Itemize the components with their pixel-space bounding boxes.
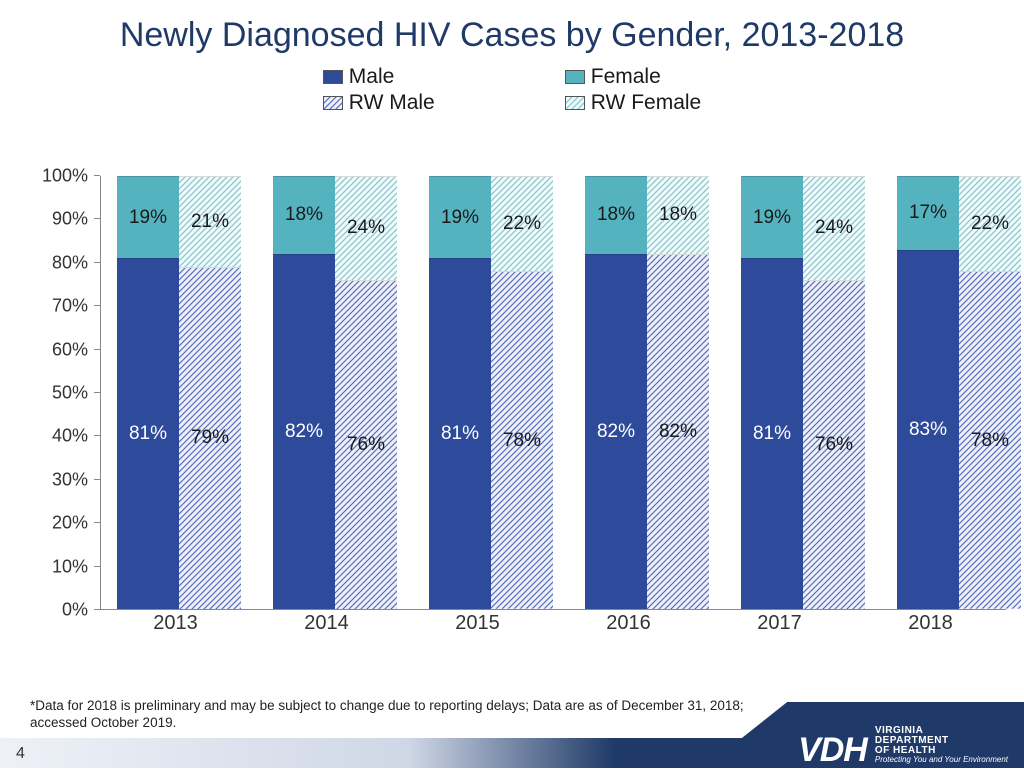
y-tick-label: 30% [40, 469, 88, 490]
legend-label: RW Female [591, 91, 701, 115]
male-segment: 82% [273, 254, 335, 609]
rw_female-segment: 18% [647, 176, 709, 254]
rw_female-segment: 24% [803, 176, 865, 280]
y-tick-label: 40% [40, 426, 88, 447]
bar-group: 81%19%79%21% [101, 176, 257, 609]
y-tick-label: 20% [40, 513, 88, 534]
rw_male-segment: 78% [491, 271, 553, 609]
female-swatch [565, 70, 585, 84]
x-tick-label: 2013 [100, 610, 251, 636]
primary-bar: 83%17% [897, 176, 959, 609]
y-tick-label: 50% [40, 383, 88, 404]
male-segment: 81% [429, 258, 491, 609]
rw_male-segment: 79% [179, 267, 241, 609]
rw-bar: 76%24% [335, 176, 397, 609]
chart-title: Newly Diagnosed HIV Cases by Gender, 201… [0, 0, 1024, 61]
rw_female-segment: 24% [335, 176, 397, 280]
y-tick-label: 90% [40, 209, 88, 230]
vdh-acronym: VDH [798, 737, 867, 764]
male-segment: 83% [897, 250, 959, 609]
female-segment: 17% [897, 176, 959, 250]
primary-bar: 81%19% [741, 176, 803, 609]
x-tick-label: 2016 [553, 610, 704, 636]
rw-female-swatch [565, 96, 585, 110]
rw-bar: 76%24% [803, 176, 865, 609]
primary-bar: 82%18% [273, 176, 335, 609]
rw_female-segment: 22% [491, 176, 553, 271]
male-segment: 81% [741, 258, 803, 609]
rw_female-segment: 21% [179, 176, 241, 267]
rw_male-segment: 78% [959, 271, 1021, 609]
rw_male-segment: 82% [647, 254, 709, 609]
primary-bar: 82%18% [585, 176, 647, 609]
female-segment: 19% [741, 176, 803, 258]
legend-label: RW Male [349, 91, 435, 115]
legend-label: Male [349, 65, 395, 89]
y-axis: 0%10%20%30%40%50%60%70%80%90%100% [40, 176, 94, 610]
y-tick-label: 70% [40, 296, 88, 317]
rw-bar: 79%21% [179, 176, 241, 609]
bar-group: 82%18%76%24% [257, 176, 413, 609]
x-axis: 201320142015201620172018 [100, 610, 1006, 636]
chart-area: 0%10%20%30%40%50%60%70%80%90%100% 81%19%… [40, 176, 1006, 636]
y-tick-label: 60% [40, 339, 88, 360]
legend-item-rw-female: RW Female [565, 91, 701, 115]
vdh-tagline: Protecting You and Your Environment [875, 756, 1008, 764]
x-tick-label: 2018 [855, 610, 1006, 636]
rw-bar: 78%22% [959, 176, 1021, 609]
female-segment: 18% [585, 176, 647, 254]
bar-group: 81%19%78%22% [413, 176, 569, 609]
rw_male-segment: 76% [803, 280, 865, 609]
y-tick-label: 0% [40, 600, 88, 621]
legend-item-female: Female [565, 65, 701, 89]
x-tick-label: 2017 [704, 610, 855, 636]
male-segment: 81% [117, 258, 179, 609]
bar-group: 82%18%82%18% [569, 176, 725, 609]
legend: Male Female RW Male RW Female [0, 65, 1024, 115]
y-tick-label: 80% [40, 252, 88, 273]
vdh-text: VIRGINIA DEPARTMENT OF HEALTH Protecting… [875, 726, 1008, 764]
rw_male-segment: 76% [335, 280, 397, 609]
x-tick-label: 2014 [251, 610, 402, 636]
rw-male-swatch [323, 96, 343, 110]
primary-bar: 81%19% [117, 176, 179, 609]
vdh-logo: VDH VIRGINIA DEPARTMENT OF HEALTH Protec… [798, 726, 1008, 764]
rw-bar: 78%22% [491, 176, 553, 609]
x-tick-label: 2015 [402, 610, 553, 636]
male-swatch [323, 70, 343, 84]
female-segment: 19% [117, 176, 179, 258]
female-segment: 18% [273, 176, 335, 254]
legend-item-male: Male [323, 65, 435, 89]
male-segment: 82% [585, 254, 647, 609]
page-number: 4 [16, 745, 25, 763]
bar-group: 81%19%76%24% [725, 176, 881, 609]
bar-groups: 81%19%79%21%82%18%76%24%81%19%78%22%82%1… [101, 176, 1006, 609]
legend-label: Female [591, 65, 661, 89]
footnote-text: *Data for 2018 is preliminary and may be… [30, 698, 750, 732]
female-segment: 19% [429, 176, 491, 258]
plot-area: 81%19%79%21%82%18%76%24%81%19%78%22%82%1… [100, 176, 1006, 610]
y-tick-label: 10% [40, 556, 88, 577]
y-tick-label: 100% [40, 166, 88, 187]
rw-bar: 82%18% [647, 176, 709, 609]
legend-item-rw-male: RW Male [323, 91, 435, 115]
rw_female-segment: 22% [959, 176, 1021, 271]
bar-group: 83%17%78%22% [881, 176, 1024, 609]
primary-bar: 81%19% [429, 176, 491, 609]
